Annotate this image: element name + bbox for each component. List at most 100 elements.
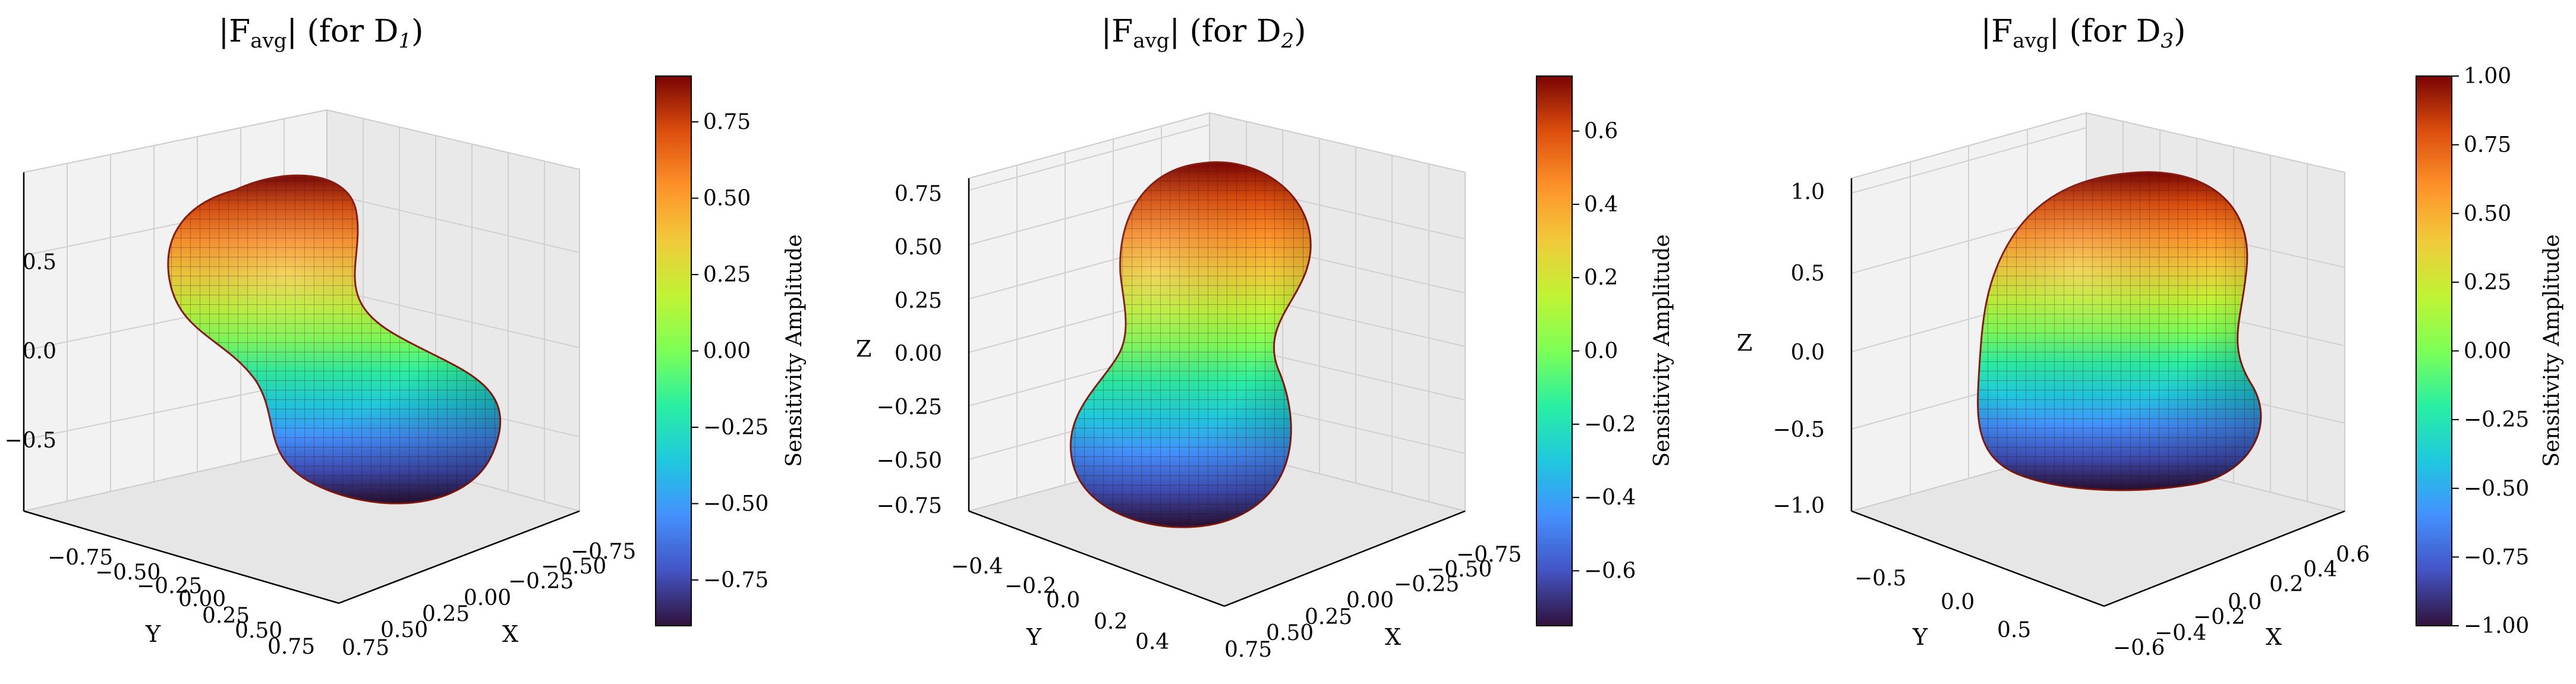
- panel-2-z-tick: −0.25: [877, 395, 942, 420]
- colorbar-tick-label: 0.4: [1584, 193, 1618, 217]
- panel-1-x-label: X: [502, 621, 518, 647]
- panel-2-x-label: X: [1385, 624, 1401, 650]
- panel-2-z-tick: 0.25: [895, 289, 942, 313]
- panel-1-y-tick: 0.50: [235, 619, 282, 643]
- panel-3-title: |Favg| (for D3): [1981, 14, 2186, 53]
- panel-2-colorbar-ticks: 0.6 0.4 0.2 0.0 −0.2 −0.4 −0.6: [1572, 119, 1636, 584]
- panel-3-y-tick: −0.5: [1854, 566, 1906, 591]
- panel-1-colorbar-ticks: 0.75 0.50 0.25 0.00 −0.25 −0.50 −0.75: [691, 110, 769, 592]
- panel-1-x-tick: −0.75: [571, 540, 636, 564]
- colorbar-tick-label: 0.00: [703, 339, 751, 364]
- panel-1-colorbar: Sensitivity Amplitude: [655, 75, 807, 626]
- colorbar-tick-label: 0.25: [2464, 270, 2511, 295]
- panel-2-x-tick: −0.75: [1456, 543, 1522, 567]
- panel-3-colorbar: Sensitivity Amplitude: [2416, 75, 2564, 626]
- panel-1-x-tick: −0.25: [508, 569, 574, 594]
- panel-3-x-tick: 0.4: [2303, 557, 2337, 582]
- panel-1-x-tick: −0.50: [541, 554, 606, 579]
- panel-1-x-axis-line: [338, 510, 580, 604]
- panel-2-x-tick: 0.25: [1305, 605, 1352, 629]
- panel-3-x-tick: 0.6: [2336, 543, 2370, 567]
- panel-2-y-tick: −0.4: [951, 554, 1003, 579]
- panel-3-y-axis-line: [1851, 510, 2105, 607]
- panel-2-z-tick: 0.75: [895, 182, 942, 206]
- panel-1-z-tick: 0.5: [23, 250, 56, 275]
- panel-1-colorbar-label: Sensitivity Amplitude: [782, 234, 807, 466]
- panel-3-x-tick: 0.2: [2269, 572, 2303, 597]
- panel-1: |Favg| (for D1) 0.5 0.0 −0.5 −0.75: [5, 14, 807, 660]
- panel-2-y-label: Y: [1026, 624, 1042, 650]
- colorbar-tick-label: −0.50: [2464, 477, 2529, 501]
- panel-3-x-label: X: [2266, 624, 2282, 650]
- panel-3-surface: [1977, 171, 2262, 491]
- panel-2-y-axis-line: [968, 510, 1225, 607]
- panel-3-x-tick: −0.6: [2113, 636, 2165, 660]
- colorbar-tick-label: 0.75: [2464, 133, 2511, 157]
- panel-3-colorbar-label: Sensitivity Amplitude: [2540, 234, 2564, 466]
- panel-1-z-tick: 0.0: [23, 339, 56, 364]
- colorbar-tick-label: −1.00: [2464, 614, 2529, 638]
- colorbar-tick-label: 0.75: [703, 110, 751, 134]
- panel-3-z-label: Z: [1737, 330, 1752, 356]
- panel-2-x-tick: 0.50: [1266, 621, 1314, 645]
- panel-3-z-tick: 0.5: [1791, 261, 1825, 286]
- panel-3-colorbar-ticks: 1.00 0.75 0.50 0.25 0.00 −0.25 −0.50 −0.75 −1.00: [2452, 64, 2529, 638]
- panel-3-y-label: Y: [1912, 624, 1928, 650]
- panel-2-x-tick: 0.75: [1224, 638, 1272, 662]
- colorbar-tick-label: 0.00: [2464, 339, 2511, 364]
- colorbar-tick-label: −0.75: [703, 568, 769, 592]
- panel-1-surface: [167, 174, 502, 505]
- panel-3-y-tick: 0.5: [1997, 618, 2031, 642]
- panel-3-x-tick: 0.0: [2228, 590, 2262, 614]
- colorbar-tick-label: −0.2: [1584, 412, 1636, 437]
- colorbar-tick-label: 0.50: [2464, 201, 2511, 226]
- colorbar-tick-label: 0.0: [1584, 339, 1618, 364]
- panel-2-y-tick: 0.0: [1046, 588, 1080, 613]
- panel-2-z-tick: −0.75: [877, 494, 942, 518]
- panel-3-y-tick: 0.0: [1941, 590, 1974, 614]
- panel-1-y-axis-line: [23, 510, 339, 604]
- colorbar-tick-label: 0.6: [1584, 119, 1618, 144]
- panel-1-x-tick: 0.00: [464, 586, 511, 610]
- panel-2-y-tick: 0.4: [1135, 630, 1169, 654]
- colorbar-tick-label: −0.6: [1584, 559, 1636, 584]
- panel-1-y-tick: −0.75: [48, 546, 113, 570]
- panel-1-title: |Favg| (for D1): [219, 14, 424, 53]
- colorbar-tick-label: 1.00: [2464, 64, 2511, 89]
- panel-3-x-tick: −0.2: [2193, 605, 2245, 629]
- colorbar-tick-label: −0.4: [1584, 486, 1636, 510]
- panel-1-y-tick: −0.50: [95, 560, 160, 585]
- colorbar-tick-label: 0.2: [1584, 266, 1618, 290]
- panel-2-y-tick: 0.2: [1094, 610, 1128, 634]
- panel-1-y-tick: −0.25: [137, 574, 202, 598]
- panel-2-z-label: Z: [856, 336, 871, 362]
- panel-3-z-tick: −1.0: [1773, 494, 1825, 518]
- colorbar-tick-label: −0.25: [2464, 408, 2529, 432]
- panel-3-z-tick: 1.0: [1791, 180, 1825, 204]
- panel-1-z-tick: −0.5: [5, 428, 56, 453]
- colorbar-tick-label: 0.25: [703, 263, 751, 287]
- panel-1-y-label: Y: [145, 621, 161, 647]
- panel-1-x-tick: 0.25: [422, 602, 470, 626]
- colorbar-tick-label: 0.50: [703, 187, 751, 211]
- panel-2-x-tick: 0.00: [1346, 588, 1394, 613]
- panel-2-colorbar: Sensitivity Amplitude: [1536, 75, 1674, 626]
- panel-2-x-tick: −0.50: [1426, 557, 1492, 582]
- panel-2-x-axis-line: [1224, 510, 1466, 607]
- panel-1-x-tick: 0.75: [342, 636, 389, 660]
- panel-2: |Favg| (for D2) 0.75 0.50 0.25 0.00 −0.2…: [856, 14, 1674, 662]
- panel-2-z-tick: −0.50: [877, 449, 942, 473]
- panel-2-z-tick: 0.00: [895, 342, 942, 366]
- panel-1-y-tick: 0.00: [178, 587, 226, 611]
- panel-2-colorbar-label: Sensitivity Amplitude: [1650, 234, 1674, 466]
- panel-3-z-tick: −0.5: [1773, 418, 1825, 442]
- panel-2-surface: [1069, 161, 1312, 528]
- panel-2-x-tick: −0.25: [1394, 572, 1459, 597]
- panel-1-y-tick: 0.25: [202, 604, 250, 628]
- panel-1-x-tick: 0.50: [380, 618, 428, 642]
- colorbar-tick-label: −0.50: [703, 491, 769, 516]
- panel-2-z-tick: 0.50: [895, 235, 942, 260]
- colorbar-tick-label: −0.25: [703, 415, 769, 440]
- panel-1-y-tick: 0.75: [267, 635, 315, 659]
- colorbar-tick-label: −0.75: [2464, 545, 2529, 569]
